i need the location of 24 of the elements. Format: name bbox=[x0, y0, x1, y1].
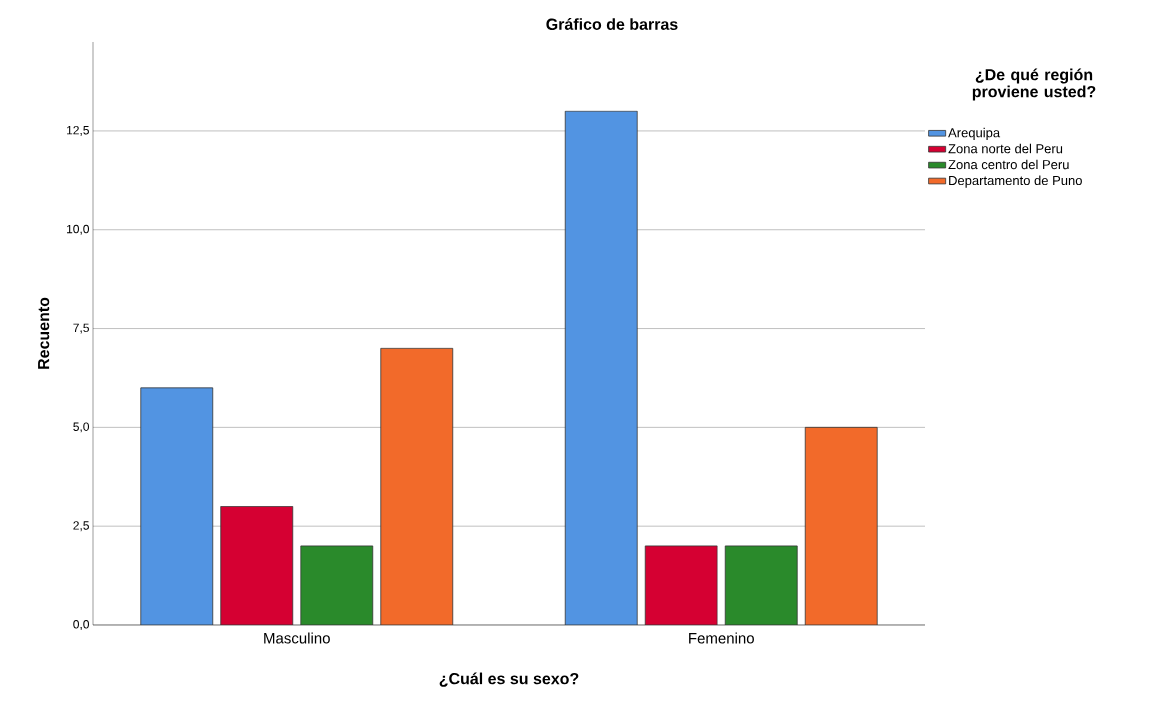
legend-label: Zona norte del Peru bbox=[948, 143, 1063, 154]
y-tick-label: 5,0 bbox=[73, 422, 90, 433]
bar bbox=[220, 506, 294, 625]
bar bbox=[804, 426, 878, 625]
bar bbox=[380, 347, 454, 625]
y-tick-label: 2,5 bbox=[73, 521, 89, 532]
x-tick-label: Femenino bbox=[689, 632, 754, 644]
bar bbox=[644, 545, 718, 625]
bar bbox=[140, 387, 214, 625]
x-tick-label: Masculino bbox=[264, 632, 330, 644]
y-tick-label: 0,0 bbox=[73, 620, 90, 630]
x-axis-title: ¿Cuál es su sexo? bbox=[439, 672, 579, 687]
chart-title: Gráfico de barras bbox=[546, 18, 678, 30]
legend-label: Zona centro del Peru bbox=[948, 159, 1069, 170]
bar bbox=[724, 545, 798, 625]
y-tick-label: 7,5 bbox=[73, 323, 89, 334]
legend-title: ¿De qué región proviene usted? bbox=[972, 68, 1096, 101]
bar bbox=[564, 110, 638, 625]
bar bbox=[300, 545, 374, 625]
legend-label: Arequipa bbox=[948, 127, 1001, 140]
y-tick-label: 10,0 bbox=[67, 224, 90, 235]
y-axis-title: Recuento bbox=[38, 297, 50, 369]
y-tick-label: 12,5 bbox=[67, 125, 89, 136]
legend-label: Departamento de Puno bbox=[949, 175, 1082, 188]
